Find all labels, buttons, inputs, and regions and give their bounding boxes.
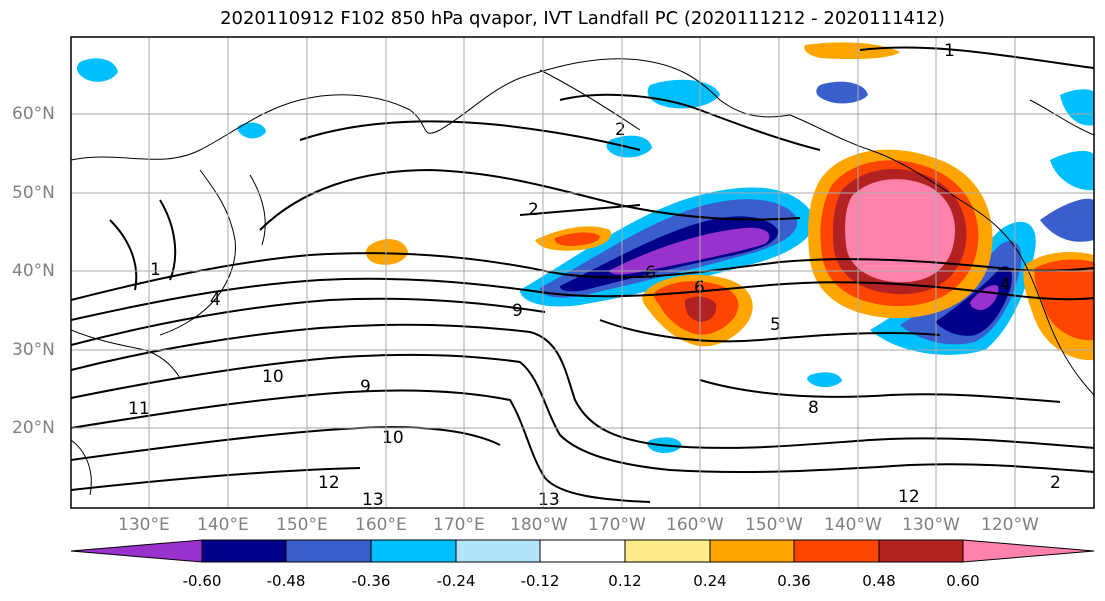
colorbar-tick-label: 0.36 [777,572,811,590]
contour-label: 2 [615,120,626,140]
contour-label: 1 [150,260,161,280]
positive-region-core [845,179,955,283]
gridlines [71,37,1094,508]
contour-label: 13 [538,490,560,510]
contour-label: 6 [694,278,705,298]
colorbar-bin [709,539,795,563]
lat-label: 50°N [12,183,55,203]
contour-label: 2 [528,200,539,220]
colorbar-bin [370,539,457,563]
colorbar-bin [285,539,372,563]
colorbar-bin [793,539,880,563]
contour-label: 10 [382,428,404,448]
contour-label: 12 [318,473,340,493]
coastlines [71,58,1094,496]
map-content: 1 2 2 4 6 6 8 9 10 10 11 12 12 13 13 1 2… [71,41,1094,510]
contour-label: 6 [645,263,656,283]
negative-region-core [609,227,770,275]
contour-label: 5 [770,315,781,335]
colorbar-tick-label: -0.24 [436,572,476,590]
colorbar-tick-label: -0.60 [182,572,222,590]
colorbar-tick-label: 0.60 [946,572,980,590]
colorbar [70,539,1095,563]
southern-positive-core [684,296,717,322]
lon-label: 160°E [355,515,407,535]
lon-label: 130°E [118,515,170,535]
colorbar-tick-label: 0.24 [693,572,727,590]
contour-label: 8 [808,398,819,418]
contour-labels: 1 2 2 4 6 6 8 9 10 10 11 12 12 13 13 1 2… [128,41,1061,510]
canada-negative-patch [1060,89,1094,126]
colorbar-tick-label: 0.48 [862,572,896,590]
colorbar-bin [455,539,541,563]
north-positive-patch [804,42,900,60]
asia-negative-patch [237,122,266,139]
colorbar-extend-low [70,539,203,563]
colorbar-tick-label: -0.12 [520,572,560,590]
west-positive-patch-core [554,232,600,246]
small-positive-patch [365,239,408,265]
colorbar-tick-label: 0.12 [608,572,642,590]
colorbar-extend-high [962,539,1095,563]
colorbar-bin [539,539,626,563]
colorbar-bin [878,539,964,563]
lon-label: 180°W [510,515,568,535]
lon-label: 170°W [588,515,646,535]
lon-label: 160°W [666,515,724,535]
lon-label: 170°E [433,515,485,535]
contour-label: 2 [1050,473,1061,493]
contour-lines [71,46,1094,503]
siberia-negative-patch [76,58,118,82]
contour-label: 9 [360,377,371,397]
lat-label: 20°N [12,418,55,438]
chart-title: 2020110912 F102 850 hPa qvapor, IVT Land… [220,8,945,29]
northeast-negative-patch-2 [1050,150,1094,191]
lat-label: 40°N [12,261,55,281]
contour-label: 13 [362,490,384,510]
contour-label: 9 [512,301,523,321]
lon-label: 140°E [197,515,249,535]
colorbar-tick-label: -0.36 [351,572,391,590]
alaska-negative-patch-2 [816,81,868,104]
contour-label: 11 [128,399,150,419]
lon-label: 150°E [276,515,328,535]
lat-label: 30°N [12,340,55,360]
contour-label: 10 [262,367,284,387]
colorbar-bin [624,539,711,563]
map-border [70,36,1095,509]
subtropical-negative-patch [807,372,842,388]
colorbar-tick-label: -0.48 [266,572,306,590]
lon-label: 130°W [902,515,960,535]
lon-label: 140°W [824,515,882,535]
contour-label: 12 [898,487,920,507]
colorbar-bin [201,539,287,563]
northeast-negative-patch [1040,198,1094,242]
lon-label: 150°W [745,515,803,535]
lat-label: 60°N [12,104,55,124]
contour-label: 1 [944,41,955,61]
lon-label: 120°W [981,515,1039,535]
coastal-negative-core [970,284,999,310]
contour-label: 4 [210,290,221,310]
contour-label: 4 [1000,275,1011,295]
